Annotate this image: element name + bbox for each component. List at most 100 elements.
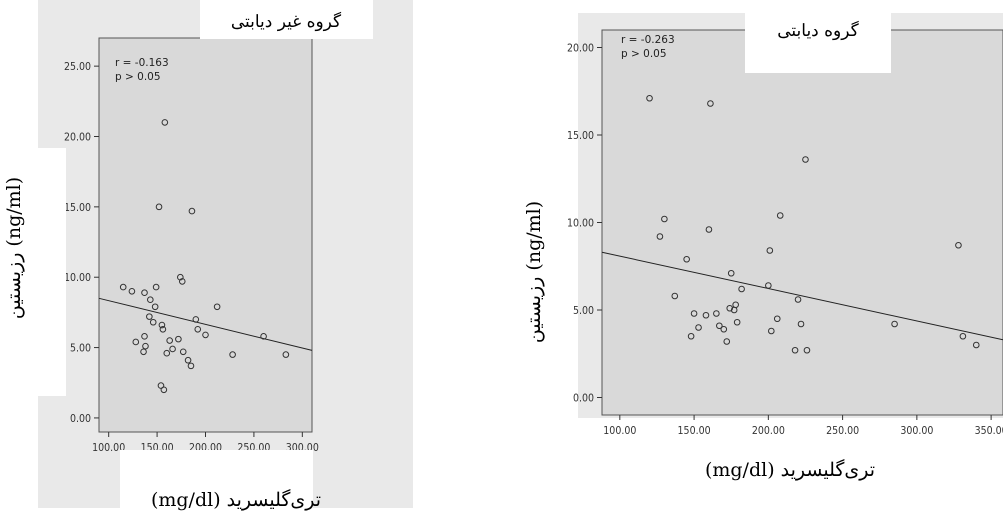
data-point [160, 386, 168, 394]
data-point [128, 287, 136, 295]
data-point [713, 310, 720, 317]
label-box [0, 148, 66, 396]
x-axis-label: تری‌گلیسرید (mg/dl) [705, 458, 875, 481]
y-tick-label: 0.00 [70, 413, 91, 425]
x-tick-label: 100.00 [603, 425, 636, 437]
label-box [120, 450, 313, 518]
data-point [194, 325, 202, 333]
data-point [773, 315, 781, 323]
data-point [723, 338, 731, 345]
data-point [141, 289, 148, 296]
data-point [158, 321, 166, 329]
data-point [260, 333, 267, 340]
x-tick-label: 100.00 [92, 442, 125, 454]
data-point [282, 351, 290, 358]
data-point [959, 332, 967, 340]
data-point [159, 325, 167, 333]
data-point [690, 310, 698, 317]
label-box [200, 0, 373, 39]
correlation-r: r = -0.163 [115, 57, 169, 69]
data-point [732, 301, 739, 309]
chart-title: گروه غیر دیابتی [231, 11, 342, 32]
data-point [671, 292, 679, 300]
data-point [720, 325, 728, 333]
chart-title: گروه دیابتی [777, 20, 859, 41]
data-point [132, 338, 140, 346]
data-point [768, 327, 775, 335]
data-point [149, 318, 157, 326]
data-point [146, 313, 153, 320]
data-point [695, 324, 702, 331]
data-point [147, 296, 154, 304]
data-point [891, 320, 898, 328]
data-point [733, 318, 741, 326]
data-point [192, 316, 200, 323]
y-tick-label: 25.00 [64, 61, 91, 73]
data-point [179, 348, 187, 356]
data-point [140, 348, 147, 356]
data-point [955, 241, 962, 249]
data-point [646, 94, 653, 102]
data-point [141, 333, 148, 340]
correlation-p: p > 0.05 [115, 71, 161, 83]
plot-area [98, 37, 313, 433]
data-point [776, 212, 784, 219]
data-point [202, 331, 209, 339]
x-axis-label: تری‌گلیسرید (mg/dl) [151, 488, 321, 511]
data-point [177, 273, 184, 281]
data-point [656, 233, 664, 240]
y-tick-label: 10.00 [567, 218, 594, 230]
data-point [683, 255, 690, 263]
data-point [726, 304, 734, 312]
y-axis-label: رزیستین (ng/ml) [3, 177, 25, 319]
data-point [972, 341, 980, 349]
data-point [797, 320, 805, 328]
data-point [178, 278, 186, 285]
y-tick-label: 5.00 [70, 343, 91, 355]
data-point [802, 156, 809, 163]
data-point [142, 342, 149, 350]
data-point [687, 332, 695, 340]
data-point [187, 362, 195, 370]
data-point [166, 337, 173, 344]
data-point [716, 322, 723, 330]
y-axis-label: رزیستین (ng/ml) [523, 201, 545, 343]
data-point [702, 311, 710, 319]
data-point [188, 207, 196, 215]
data-point [119, 283, 127, 291]
data-point [152, 283, 160, 291]
data-point [184, 356, 192, 364]
label-box [745, 0, 891, 73]
data-point [175, 335, 182, 343]
data-point [738, 285, 745, 293]
x-tick-label: 300.00 [900, 425, 933, 437]
data-point [229, 351, 236, 358]
plot-area [601, 29, 1003, 416]
data-point [707, 100, 714, 107]
data-point [765, 282, 772, 289]
data-point [766, 247, 774, 254]
regression-line [98, 297, 313, 351]
regression-line [601, 251, 1003, 341]
x-tick-label: 350.00 [975, 425, 1003, 437]
y-tick-label: 15.00 [567, 130, 594, 142]
correlation-p: p > 0.05 [621, 48, 667, 60]
correlation-r: r = -0.263 [621, 34, 675, 46]
data-point [151, 303, 159, 311]
x-tick-label: 250.00 [826, 425, 859, 437]
y-tick-label: 10.00 [64, 272, 91, 284]
data-point [661, 215, 668, 223]
data-point [213, 303, 221, 311]
data-point [163, 349, 171, 357]
y-tick-label: 20.00 [567, 43, 594, 55]
y-tick-label: 15.00 [64, 202, 91, 214]
data-point [169, 345, 176, 353]
x-tick-label: 150.00 [678, 425, 711, 437]
y-tick-label: 20.00 [64, 132, 91, 144]
data-point [705, 226, 713, 233]
x-tick-label: 200.00 [752, 425, 785, 437]
data-point [161, 119, 169, 126]
scatter-panel-diabetic: 0.00 5.00 10.00 15.00 20.00 100.00 150.00 200.0… [523, 0, 1003, 481]
